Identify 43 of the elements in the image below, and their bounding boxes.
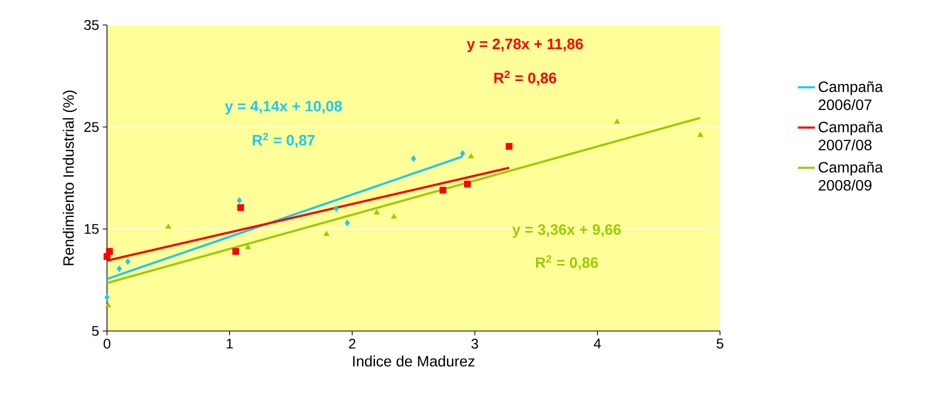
point	[506, 142, 513, 150]
x-tick-label: 0	[104, 338, 110, 349]
legend-label: Campaña 2007/08	[818, 121, 883, 150]
x-tick-label: 4	[594, 338, 601, 348]
y-tick-label: 15	[84, 224, 99, 234]
y-tick-label: 35	[84, 20, 99, 30]
y-axis-title: Rendimiento Industrial (%)	[62, 90, 77, 266]
point	[237, 204, 244, 211]
x-tick-label: 3	[471, 338, 478, 349]
point	[440, 186, 446, 194]
point	[614, 118, 620, 124]
x-tick-label: 1	[226, 338, 233, 348]
point	[697, 132, 704, 137]
point	[106, 248, 113, 255]
point	[104, 294, 110, 301]
x-axis-title: Indice de Madurez	[353, 356, 474, 367]
point	[390, 213, 397, 219]
point	[165, 224, 172, 229]
x-tick-label: 2	[349, 338, 356, 349]
annotation: R$^{2}$ = 0,87	[252, 132, 315, 148]
legend-label: Campaña 2008/09	[818, 162, 883, 191]
point	[374, 209, 380, 214]
point	[468, 153, 474, 158]
point	[232, 248, 240, 255]
annotation: R$^{2}$ = 0,86	[536, 255, 598, 270]
annotation: y = 3,36x + 9,66	[512, 224, 621, 238]
y-tick-label: 25	[84, 122, 99, 132]
point	[334, 205, 339, 212]
x-tick-label: 5	[716, 338, 724, 349]
point	[125, 258, 130, 266]
annotation: y = 2,78x + 11,86	[466, 38, 583, 52]
point	[410, 155, 416, 162]
point	[460, 150, 466, 157]
point	[323, 230, 330, 236]
point	[116, 265, 122, 272]
point	[236, 197, 242, 204]
annotation: R$^{2}$ = 0,86	[494, 70, 556, 86]
annotation: y = 4,14x + 10,08	[224, 100, 342, 114]
point	[344, 219, 350, 226]
point	[464, 180, 471, 188]
y-tick-label: 5	[92, 326, 99, 336]
legend-label: Campaña 2006/07	[818, 81, 883, 110]
point	[105, 302, 112, 308]
